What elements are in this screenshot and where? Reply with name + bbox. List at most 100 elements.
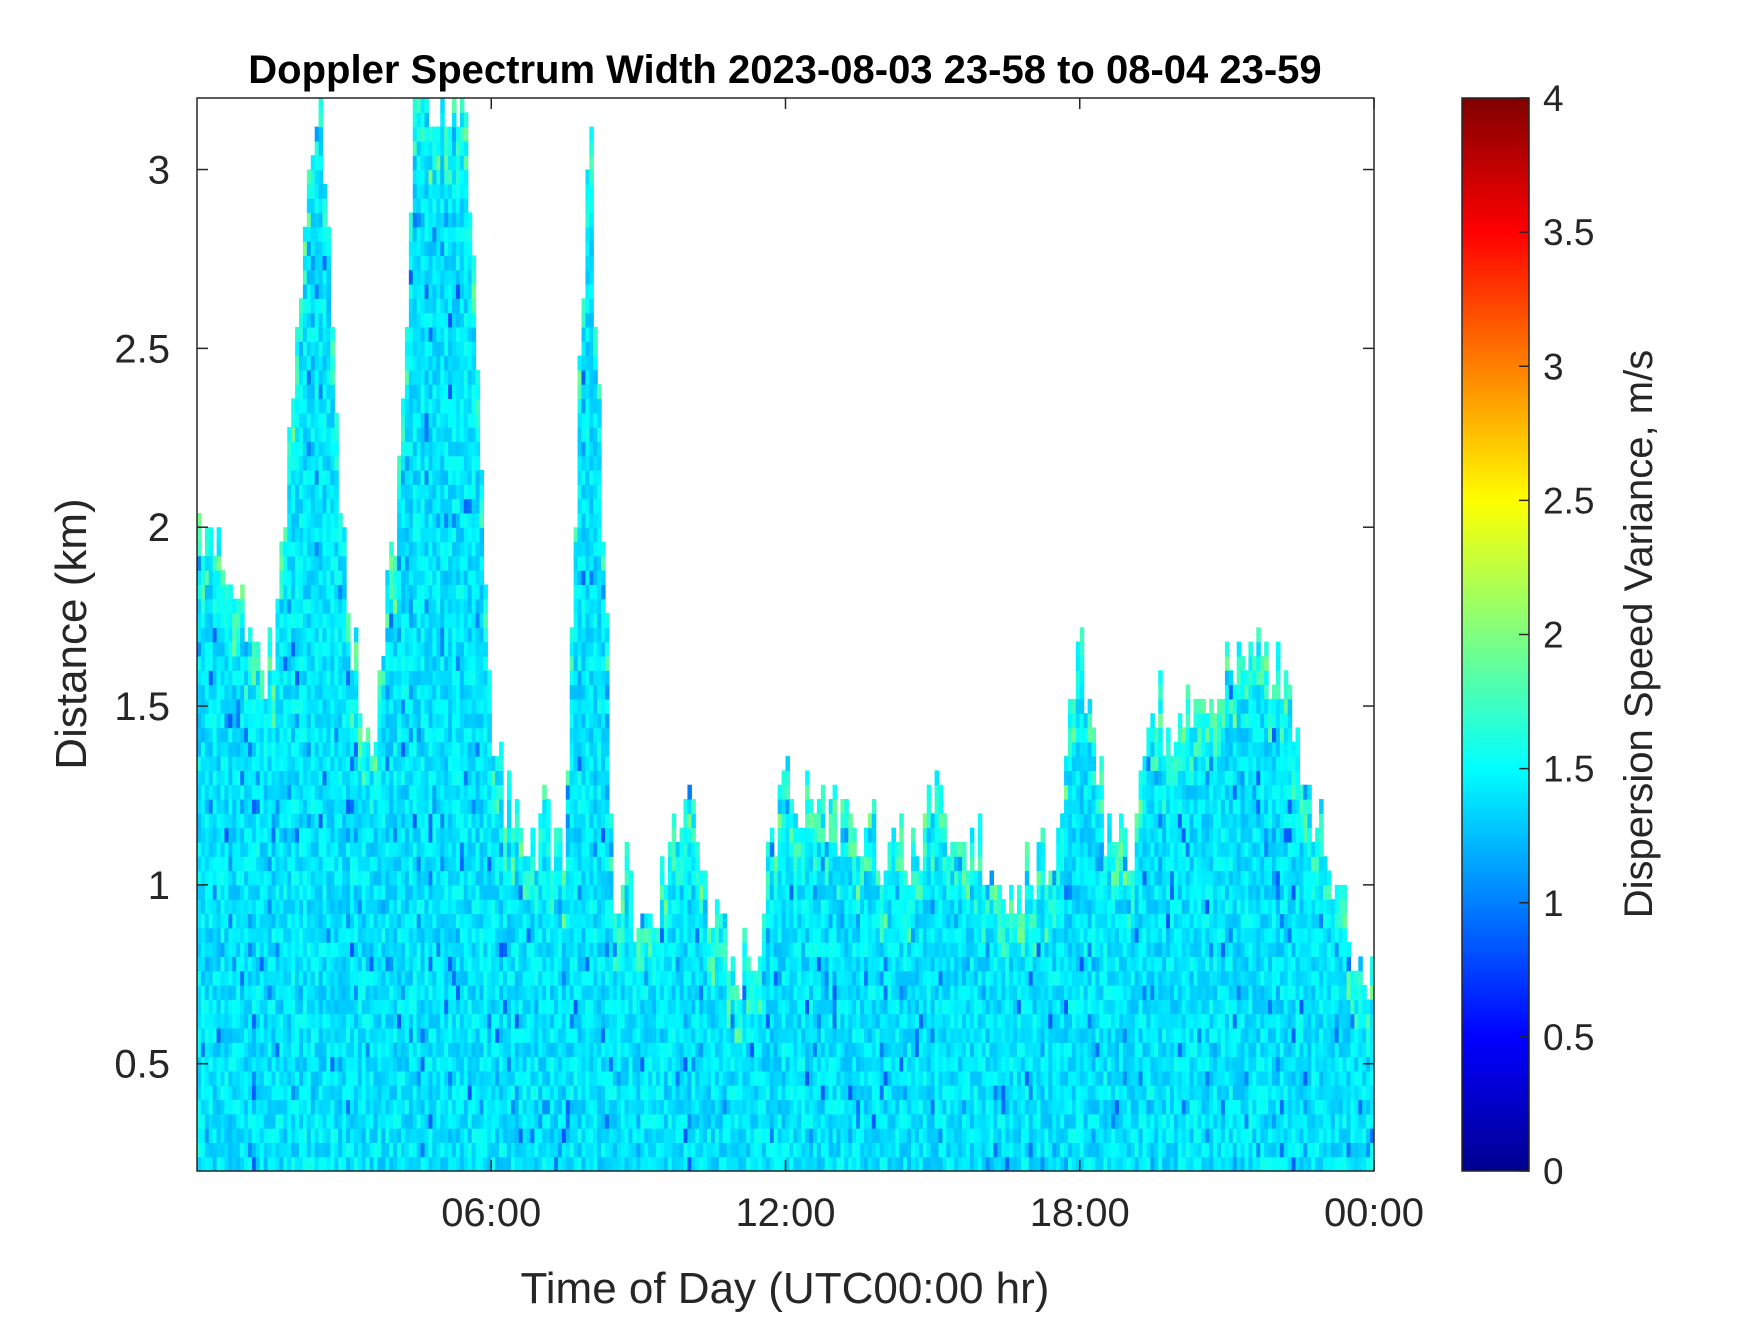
heatmap-cell: [232, 713, 237, 729]
heatmap-cell: [585, 455, 590, 471]
heatmap-cell: [216, 570, 222, 586]
heatmap-cell: [318, 398, 324, 414]
heatmap-cell: [459, 999, 465, 1015]
heatmap-cell: [361, 1156, 367, 1171]
heatmap-cell: [240, 655, 245, 671]
heatmap-cell: [310, 741, 316, 757]
heatmap-cell: [318, 241, 324, 256]
heatmap-cell: [452, 913, 457, 929]
heatmap-cell: [295, 641, 300, 657]
heatmap-cell: [526, 913, 532, 929]
heatmap-cell: [471, 856, 477, 872]
heatmap-cell: [444, 212, 449, 228]
heatmap-cell: [287, 899, 292, 915]
heatmap-cell: [420, 355, 426, 371]
heatmap-cell: [526, 1085, 532, 1101]
heatmap-cell: [561, 1128, 567, 1143]
heatmap-cell: [416, 241, 422, 256]
heatmap-cell: [248, 670, 253, 686]
heatmap-cell: [385, 813, 390, 829]
heatmap-cell: [275, 698, 280, 714]
heatmap-cell: [342, 970, 347, 986]
heatmap-cell: [459, 98, 465, 113]
heatmap-cell: [408, 226, 414, 242]
heatmap-cell: [334, 613, 339, 628]
heatmap-cell: [389, 913, 394, 929]
heatmap-cell: [487, 841, 492, 857]
heatmap-cell: [314, 741, 320, 757]
heatmap-cell: [601, 627, 606, 643]
heatmap-cell: [283, 884, 288, 900]
heatmap-cell: [240, 1113, 245, 1129]
heatmap-cell: [381, 999, 386, 1015]
heatmap-cell: [608, 999, 614, 1015]
heatmap-cell: [573, 956, 579, 972]
heatmap-cell: [393, 713, 398, 729]
heatmap-cell: [444, 641, 449, 657]
heatmap-cell: [314, 441, 320, 457]
heatmap-cell: [444, 412, 449, 428]
heatmap-cell: [459, 498, 465, 514]
heatmap-cell: [291, 1142, 296, 1158]
heatmap-cell: [373, 756, 379, 772]
heatmap-cell: [275, 784, 280, 800]
heatmap-cell: [557, 956, 563, 972]
heatmap-cell: [408, 1156, 414, 1171]
heatmap-cell: [365, 870, 371, 886]
heatmap-cell: [581, 698, 587, 714]
heatmap-cell: [440, 1042, 445, 1058]
heatmap-cell: [601, 1142, 606, 1158]
heatmap-cell: [346, 927, 351, 943]
heatmap-cell: [471, 770, 477, 786]
heatmap-cell: [240, 1013, 245, 1029]
heatmap-cell: [412, 584, 418, 600]
heatmap-cell: [283, 770, 288, 786]
heatmap-cell: [291, 942, 296, 957]
heatmap-cell: [255, 741, 261, 757]
heatmap-cell: [440, 469, 445, 485]
heatmap-cell: [412, 341, 418, 357]
heatmap-cell: [585, 512, 590, 528]
heatmap-cell: [275, 1042, 280, 1058]
heatmap-cell: [401, 1056, 406, 1072]
heatmap-cell: [601, 670, 606, 686]
heatmap-cell: [283, 1085, 288, 1101]
heatmap-cell: [428, 627, 433, 643]
heatmap-cell: [330, 841, 335, 857]
heatmap-cell: [208, 756, 214, 772]
heatmap-cell: [585, 1085, 590, 1101]
heatmap-cell: [510, 1013, 516, 1029]
heatmap-cell: [448, 541, 453, 557]
heatmap-cell: [534, 999, 539, 1015]
heatmap-cell: [373, 956, 379, 972]
heatmap-cell: [330, 512, 335, 528]
heatmap-cell: [279, 541, 284, 557]
heatmap-cell: [302, 999, 308, 1015]
heatmap-cell: [424, 312, 430, 328]
heatmap-cell: [302, 427, 308, 442]
heatmap-cell: [428, 255, 433, 271]
heatmap-cell: [557, 1013, 563, 1029]
heatmap-cell: [373, 770, 379, 786]
heatmap-cell: [452, 484, 457, 500]
heatmap-cell: [459, 985, 465, 1000]
heatmap-cell: [251, 727, 257, 743]
heatmap-cell: [483, 613, 488, 628]
heatmap-cell: [463, 341, 469, 357]
heatmap-cell: [404, 484, 410, 500]
heatmap-cell: [397, 770, 402, 786]
heatmap-cell: [271, 827, 277, 843]
heatmap-cell: [302, 641, 308, 657]
heatmap-cell: [330, 1013, 335, 1029]
heatmap-cell: [228, 713, 233, 729]
heatmap-cell: [248, 1156, 253, 1171]
heatmap-cell: [334, 512, 339, 528]
heatmap-cell: [334, 756, 339, 772]
heatmap-cell: [408, 1056, 414, 1072]
heatmap-cell: [432, 1113, 437, 1129]
heatmap-cell: [452, 469, 457, 485]
heatmap-cell: [616, 1142, 622, 1158]
heatmap-cell: [554, 1128, 559, 1143]
heatmap-cell: [554, 956, 559, 972]
heatmap-cell: [200, 784, 206, 800]
